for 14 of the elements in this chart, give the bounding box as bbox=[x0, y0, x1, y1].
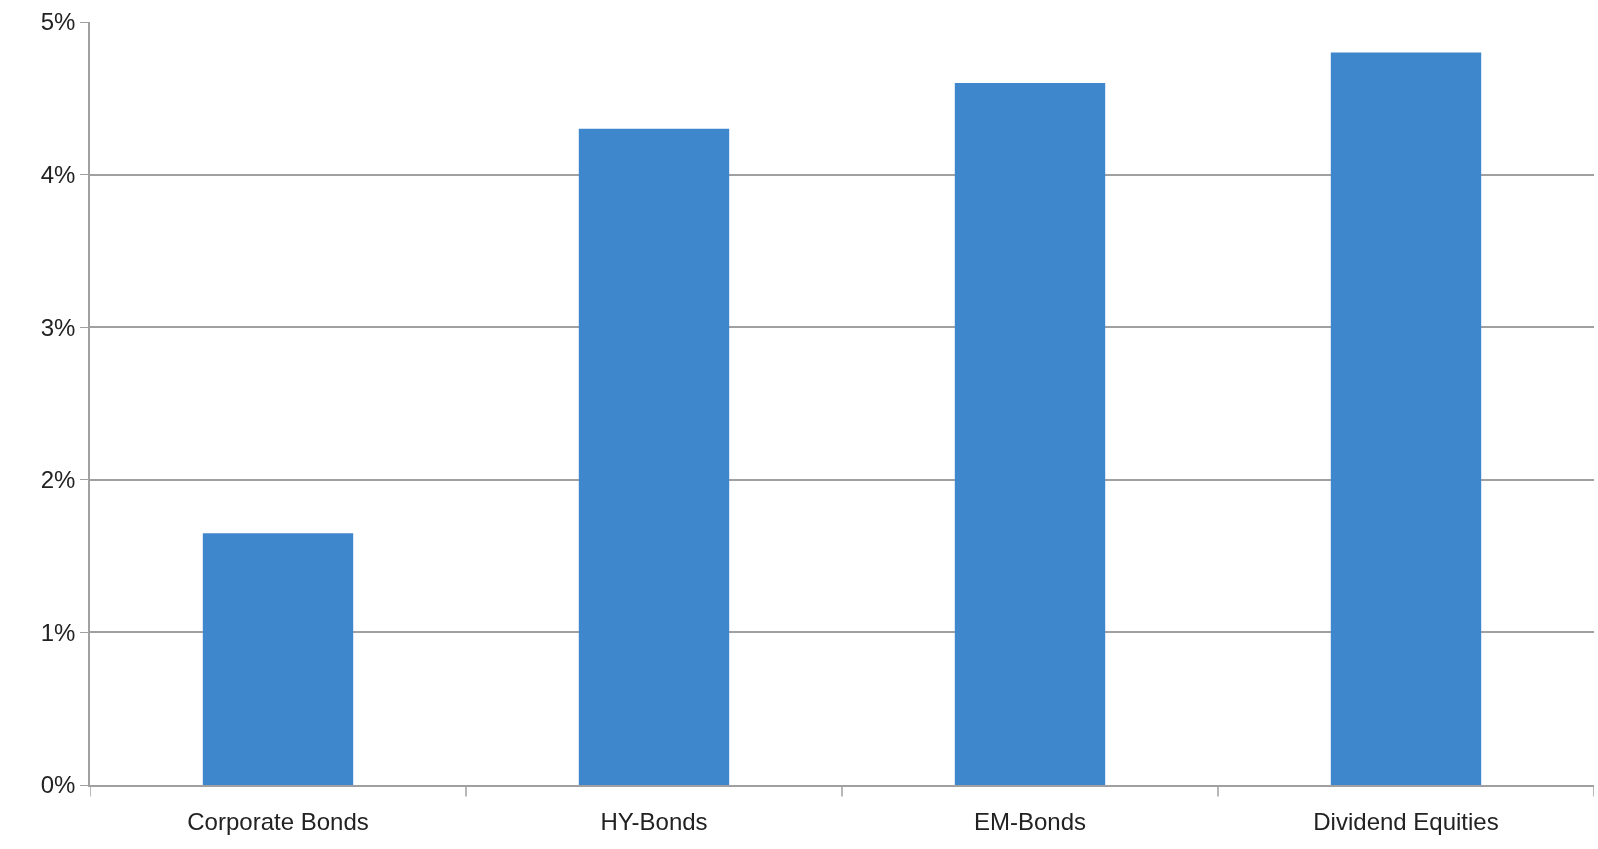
x-tick-label: EM-Bonds bbox=[973, 807, 1087, 835]
bar bbox=[1330, 52, 1482, 785]
x-tick-label: HY-Bonds bbox=[600, 807, 708, 835]
x-tick-label: Corporate Bonds bbox=[187, 807, 369, 835]
y-tick-label: 0% bbox=[40, 771, 76, 799]
y-tick-label: 4% bbox=[40, 161, 76, 188]
bar bbox=[954, 83, 1106, 785]
x-tick-label: Dividend Equities bbox=[1313, 807, 1499, 835]
y-tick-label: 3% bbox=[40, 313, 76, 341]
bar bbox=[202, 533, 354, 785]
bar bbox=[578, 128, 730, 785]
y-tick-label: 5% bbox=[40, 8, 76, 36]
y-tick-label: 1% bbox=[40, 618, 76, 646]
y-tick-label: 2% bbox=[40, 466, 76, 494]
